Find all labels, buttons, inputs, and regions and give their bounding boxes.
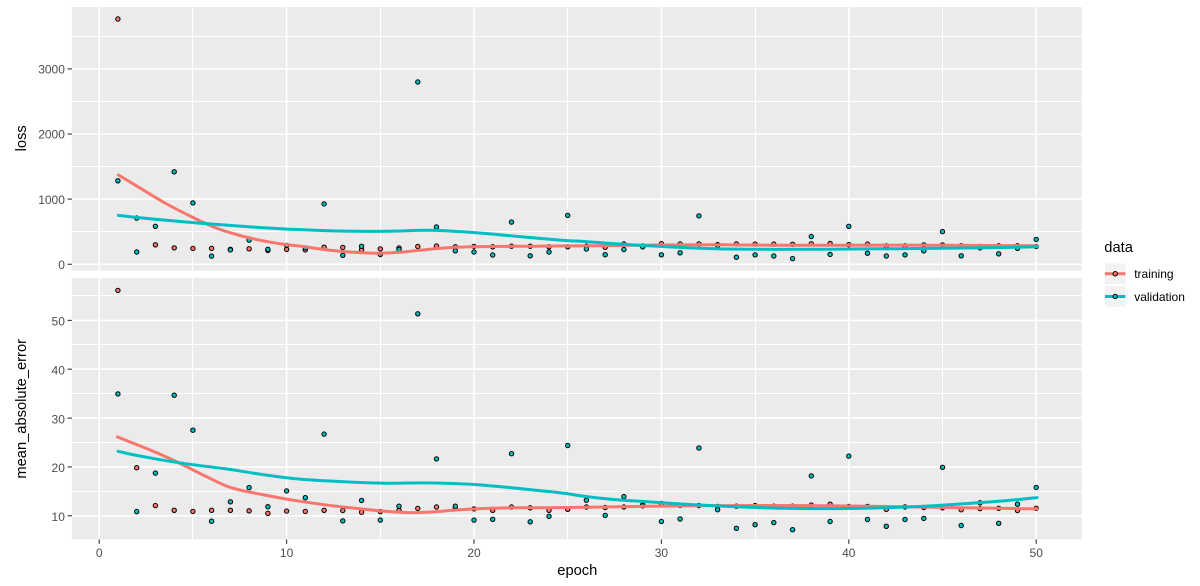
svg-text:50: 50 (1030, 546, 1044, 560)
svg-text:50: 50 (52, 315, 66, 329)
svg-text:validation: validation (1134, 290, 1185, 304)
svg-text:3000: 3000 (38, 63, 65, 77)
svg-text:10: 10 (280, 546, 294, 560)
svg-text:0: 0 (58, 258, 65, 272)
svg-text:0: 0 (96, 546, 103, 560)
svg-text:2000: 2000 (38, 128, 65, 142)
svg-text:1000: 1000 (38, 193, 65, 207)
svg-text:epoch: epoch (557, 563, 597, 579)
svg-text:data: data (1104, 240, 1133, 256)
svg-text:20: 20 (467, 546, 481, 560)
svg-text:10: 10 (52, 510, 66, 524)
svg-text:40: 40 (52, 363, 66, 377)
svg-text:30: 30 (52, 412, 66, 426)
svg-text:training: training (1134, 267, 1173, 281)
svg-text:30: 30 (655, 546, 669, 560)
svg-text:40: 40 (842, 546, 856, 560)
svg-text:20: 20 (52, 461, 66, 475)
svg-text:loss: loss (14, 125, 30, 151)
svg-text:mean_absolute_error: mean_absolute_error (14, 339, 30, 479)
